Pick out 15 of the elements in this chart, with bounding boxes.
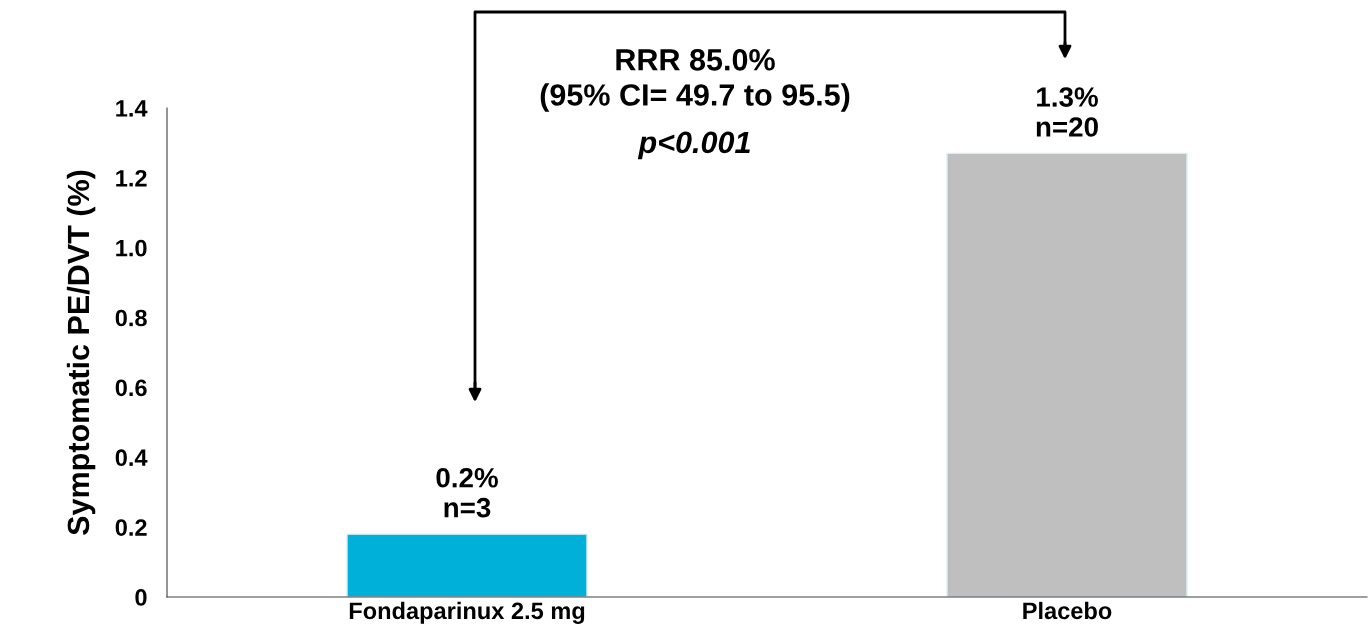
data-label: 1.3% n=20 (1036, 87, 1098, 137)
y-tick-label: 0 (135, 589, 147, 606)
y-axis-title: Symptomatic PE/DVT (%) (66, 170, 96, 535)
annotation: RRR 85.0% (95% CI= 49.7 to 95.5) (540, 49, 850, 112)
data-label: 0.2% n=3 (436, 467, 498, 518)
y-tick-label: 0.4 (115, 449, 148, 467)
annotation: p<0.001 (637, 131, 750, 160)
y-tick-label: 0.8 (115, 309, 147, 327)
y-tick-label: 0.2 (115, 519, 147, 536)
y-tick-label: 1.4 (116, 100, 148, 117)
y-tick-label: 1.0 (116, 239, 147, 257)
y-tick-label: 1.2 (116, 169, 147, 187)
y-tick-label: 0.6 (115, 379, 147, 397)
x-tick-label: Fondaparinux 2.5 mg (349, 601, 585, 624)
x-tick-label: Placebo (1023, 601, 1112, 620)
